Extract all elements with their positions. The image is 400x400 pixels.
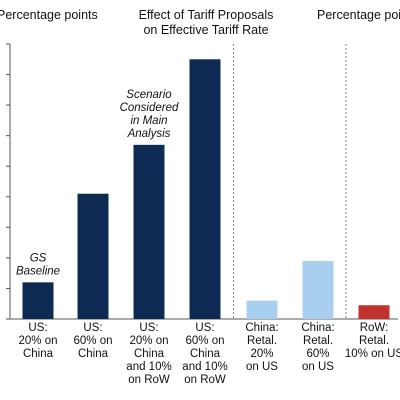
bar (246, 300, 278, 319)
bar (77, 193, 109, 319)
category-label: Retal. (303, 335, 333, 347)
category-label: China (134, 348, 165, 360)
annotation-label: in Main (130, 115, 167, 127)
category-label: US: (139, 322, 158, 334)
category-label: China (78, 348, 109, 360)
bar (133, 144, 165, 319)
bar (302, 260, 334, 319)
annotation-label: Baseline (16, 265, 60, 277)
category-label: US: (28, 322, 47, 334)
category-label: and 10% (126, 361, 171, 373)
annotation-label: Analysis (127, 128, 171, 140)
annotation-label: Scenario (126, 89, 172, 101)
right-axis-label: Percentage poi (317, 8, 400, 22)
category-label: US: (195, 322, 214, 334)
category-label: on US (302, 361, 334, 373)
chart-title-line-2: on Effective Tariff Rate (143, 23, 268, 37)
category-label: US: (83, 322, 102, 334)
category-label: on RoW (128, 374, 170, 386)
annotation-label: GS (30, 252, 47, 264)
category-label: 60% on (73, 335, 112, 347)
category-label: and 10% (182, 361, 227, 373)
category-label: China: (301, 322, 334, 334)
chart-title-line-1: Effect of Tariff Proposals (139, 8, 274, 22)
category-label: 10% on US (345, 348, 400, 360)
bar (22, 282, 54, 319)
category-label: 20% on (129, 335, 168, 347)
category-label: 60% on (185, 335, 224, 347)
category-label: China (190, 348, 221, 360)
y-ticks (6, 43, 10, 320)
left-axis-label: Percentage points (0, 8, 98, 22)
category-label: RoW: (360, 322, 389, 334)
bar (189, 59, 221, 320)
category-label: Retal. (247, 335, 277, 347)
category-label: China: (245, 322, 278, 334)
category-label: 60% (306, 348, 329, 360)
bars (22, 59, 390, 320)
group-separators (233, 44, 347, 319)
category-label: on RoW (184, 374, 226, 386)
category-label: on US (246, 361, 278, 373)
bar (358, 305, 390, 319)
annotation-label: Considered (120, 102, 179, 114)
category-label: 20% on (18, 335, 57, 347)
category-label: Retal. (359, 335, 389, 347)
category-label: 20% (250, 348, 273, 360)
category-label: China (23, 348, 54, 360)
